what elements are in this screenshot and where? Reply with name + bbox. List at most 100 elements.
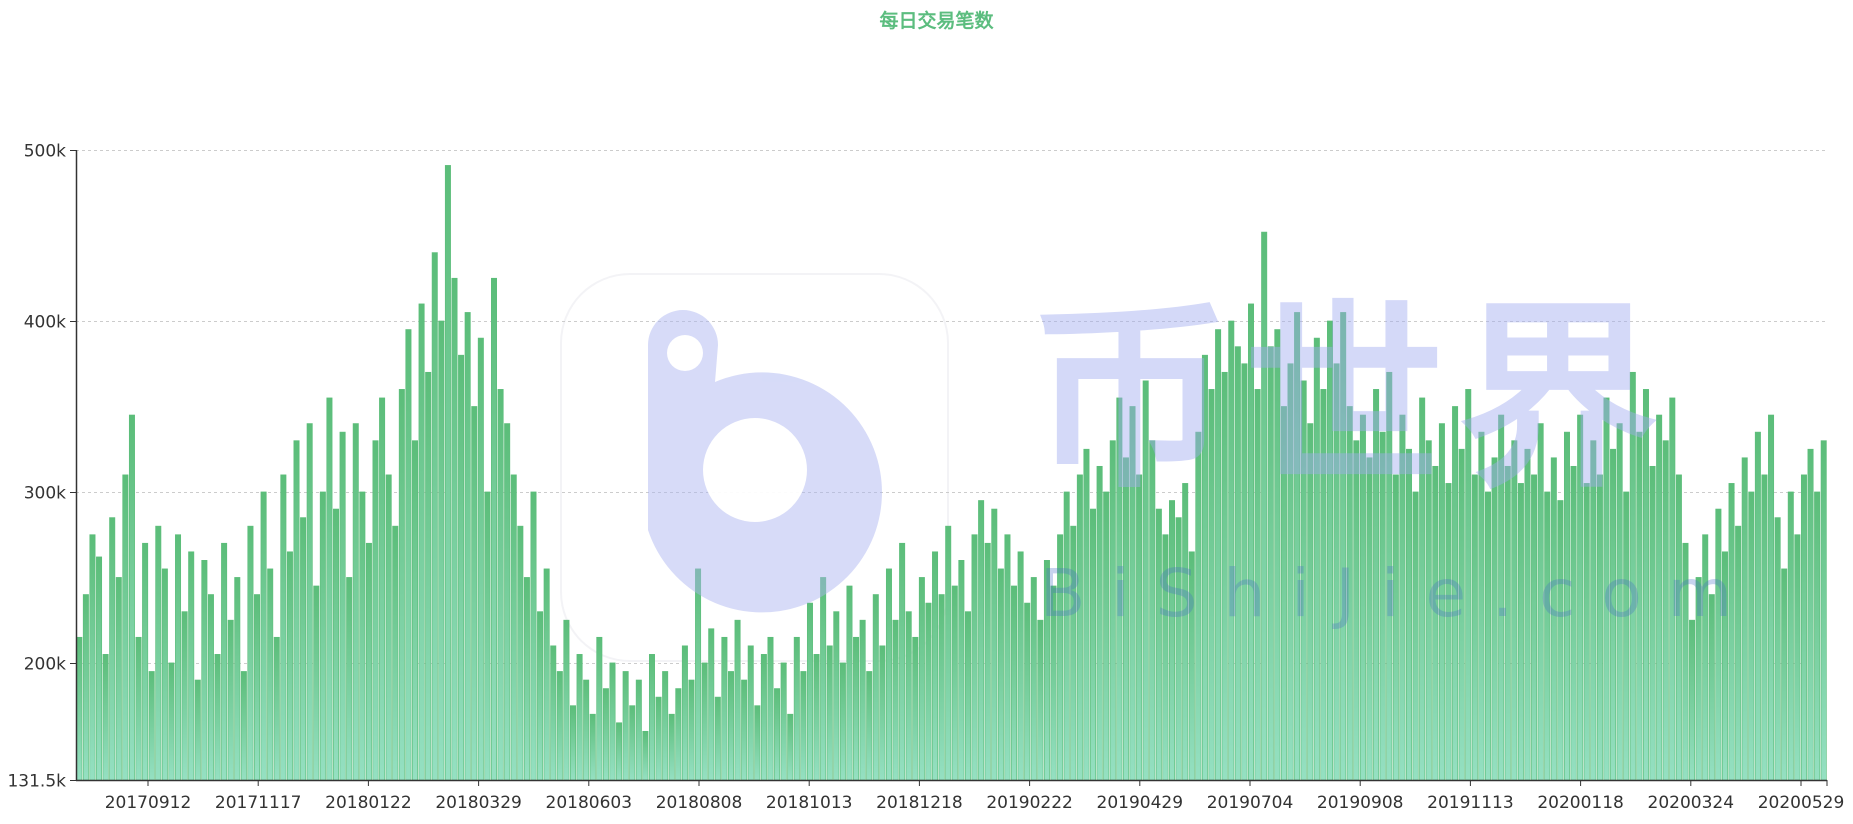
bar [1465, 389, 1472, 781]
bar [1498, 414, 1505, 781]
bar [523, 577, 530, 781]
bar [1735, 525, 1742, 781]
bar [1708, 594, 1715, 781]
x-tick-label: 20181013 [766, 793, 853, 813]
bar [727, 671, 734, 781]
bar [1379, 431, 1386, 781]
bar [109, 517, 116, 781]
bar [1188, 551, 1195, 781]
bar [1741, 457, 1748, 781]
bar [412, 440, 419, 781]
bar [188, 551, 195, 781]
axes: 131.5k 200k 300k 400k 500k 20170912 20171117 20… [7, 142, 1844, 814]
x-tick-label: 20200118 [1537, 793, 1624, 813]
bar [1122, 457, 1129, 781]
bar [1340, 312, 1347, 781]
x-tick-label: 20190908 [1317, 793, 1404, 813]
bar [1129, 406, 1136, 781]
bar [866, 671, 873, 781]
bar [793, 636, 800, 781]
bar-series [76, 165, 1827, 781]
bar [76, 636, 83, 781]
x-tick-label: 20190222 [986, 793, 1073, 813]
bar [504, 423, 511, 781]
bar [767, 636, 774, 781]
bar [1649, 465, 1656, 781]
bar [1030, 577, 1037, 781]
bar [181, 611, 188, 781]
bar [918, 577, 925, 781]
bar [1090, 508, 1097, 781]
bar [820, 577, 827, 781]
bar [853, 636, 860, 781]
bar [1636, 431, 1643, 781]
bar [333, 508, 340, 781]
bar [701, 662, 708, 781]
bar [1070, 525, 1077, 781]
bar [754, 705, 761, 781]
bar [365, 542, 372, 781]
bar [1399, 414, 1406, 781]
bar [1267, 346, 1274, 781]
bar [1768, 414, 1775, 781]
bar [464, 312, 471, 781]
bar [905, 611, 912, 781]
bar [207, 594, 214, 781]
bar [267, 568, 274, 781]
bar [148, 671, 155, 781]
bar [1800, 474, 1807, 781]
bar [1511, 440, 1518, 781]
bar [1142, 380, 1149, 781]
x-tick-label: 20190704 [1207, 793, 1294, 813]
bar [510, 474, 517, 781]
bar [1083, 448, 1090, 781]
bar [96, 556, 103, 781]
bar [306, 423, 313, 781]
bar [997, 568, 1004, 781]
bar [978, 500, 985, 781]
bar [1412, 491, 1419, 781]
bar [392, 525, 399, 781]
bar [938, 594, 945, 781]
x-tick-label: 20180122 [325, 793, 412, 813]
bar [648, 654, 655, 781]
bar [945, 525, 952, 781]
bar [260, 491, 267, 781]
x-tick-label: 20190429 [1097, 793, 1184, 813]
bar [194, 679, 201, 781]
bar [1596, 474, 1603, 781]
bar [1425, 440, 1432, 781]
bar [1274, 329, 1281, 781]
bar [1017, 551, 1024, 781]
bar [1583, 483, 1590, 781]
bar [1221, 371, 1228, 781]
bar [892, 619, 899, 781]
bar [576, 654, 583, 781]
bar [431, 252, 438, 781]
bar [1162, 534, 1169, 781]
bar [1037, 619, 1044, 781]
bar [1215, 329, 1222, 781]
bar [833, 611, 840, 781]
y-tick-label: 400k [24, 313, 66, 333]
bar [1294, 312, 1301, 781]
chart-title: 每日交易笔数 [879, 10, 994, 32]
bar [471, 406, 478, 781]
y-tick-label: 131.5k [7, 772, 66, 792]
bar [734, 619, 741, 781]
bar [971, 534, 978, 781]
bar [951, 585, 958, 781]
bar [879, 645, 886, 781]
bar [1504, 465, 1511, 781]
bar [326, 397, 333, 781]
bar [1590, 440, 1597, 781]
bar [1195, 431, 1202, 781]
bar [1715, 508, 1722, 781]
bar [1452, 406, 1459, 781]
bar [635, 679, 642, 781]
bar [1307, 423, 1314, 781]
bar [477, 337, 484, 781]
bar [550, 645, 557, 781]
bar [1781, 568, 1788, 781]
bar [563, 619, 570, 781]
